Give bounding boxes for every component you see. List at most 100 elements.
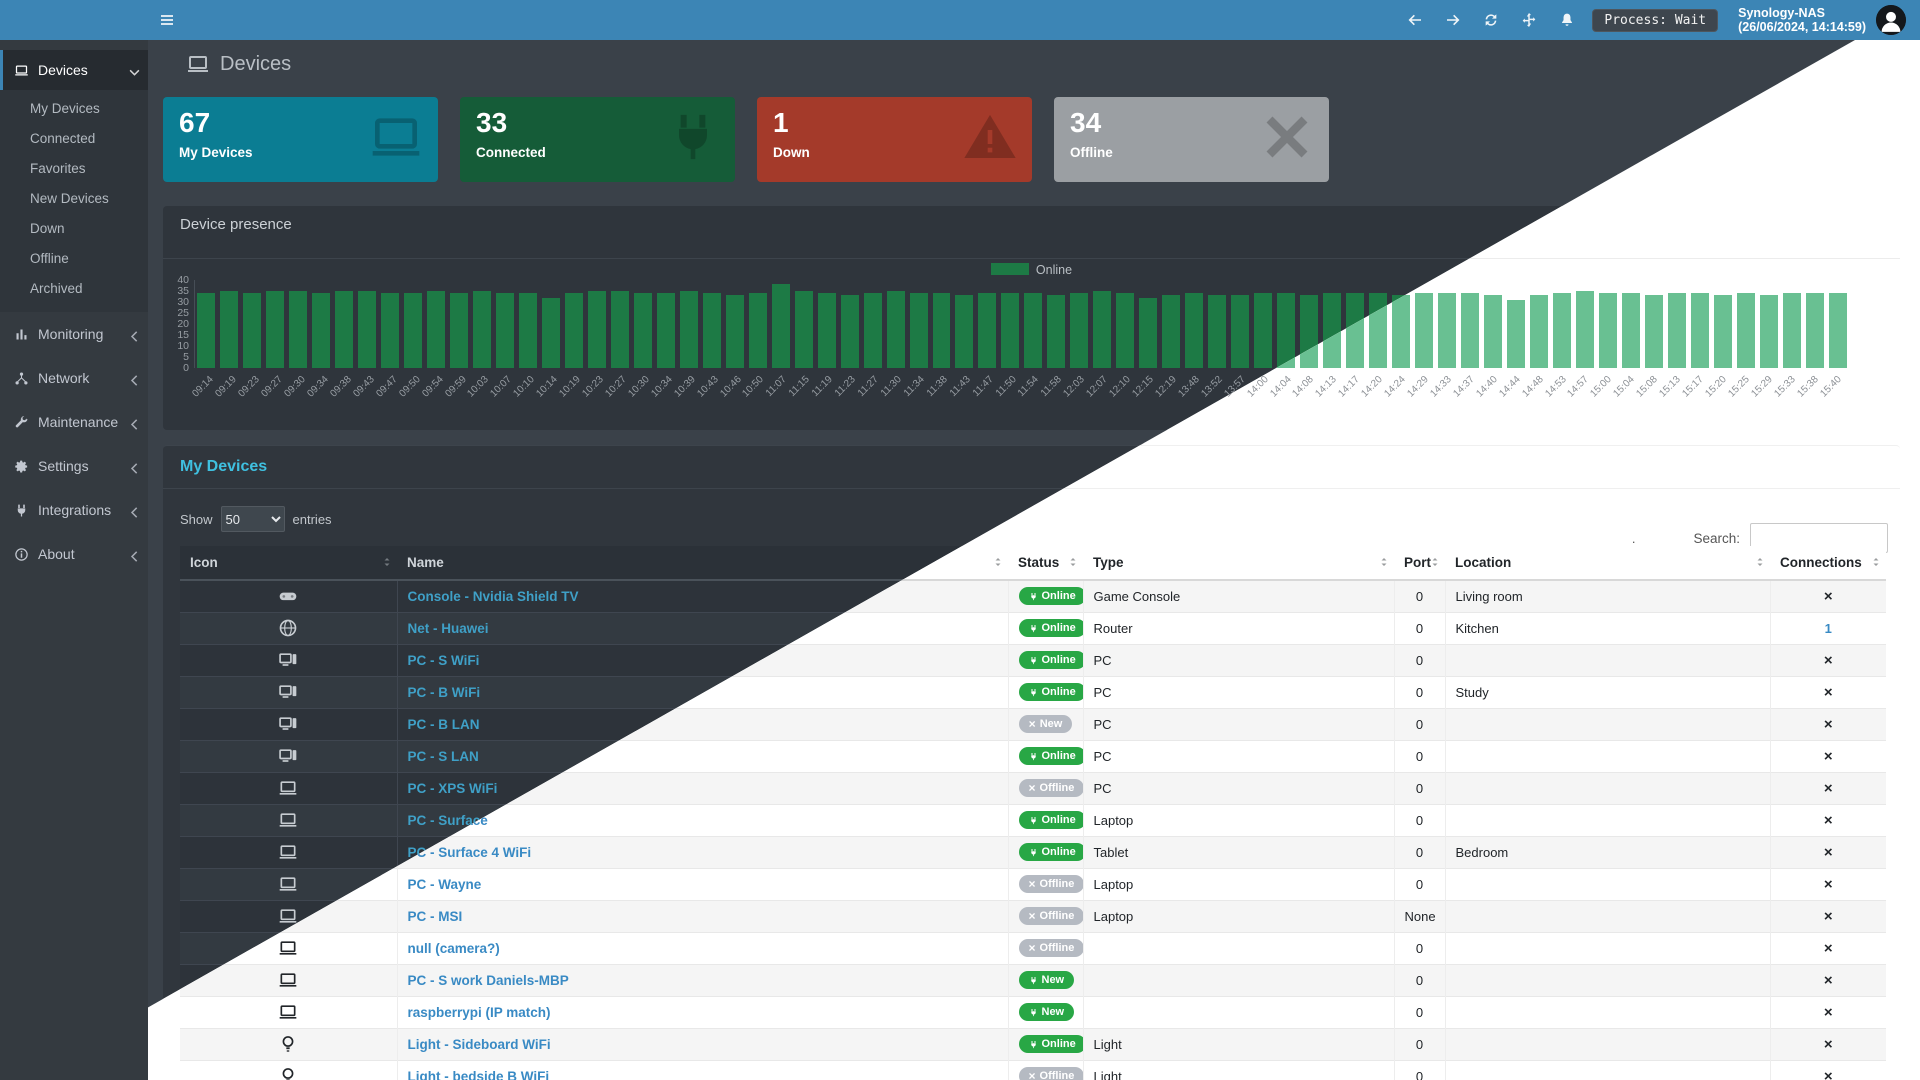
x-icon: × [1028,1068,1036,1080]
sidebar-item-offline[interactable]: Offline [30,251,69,266]
device-name-link[interactable]: PC - XPS WiFi [407,780,498,796]
plug-icon [1029,752,1038,761]
stat-card-down[interactable]: 1 Down [757,97,1032,182]
column-header-icon[interactable]: Icon [180,546,397,581]
chart-bar [265,291,284,368]
status-badge: ×Offline [1018,779,1083,797]
chart-bar [403,293,422,368]
notifications-button[interactable] [1548,0,1586,40]
sidebar-item-network[interactable]: Network [0,356,148,400]
connections-cell: 1 [1769,611,1886,644]
device-name-link[interactable]: PC - S LAN [407,748,479,764]
chart-bar [1185,293,1204,368]
stat-card-my-devices[interactable]: 67 My Devices [163,97,438,182]
plug-icon [1029,592,1038,601]
sidebar-item-my-devices[interactable]: My Devices [30,101,100,116]
sidebar-item-new-devices[interactable]: New Devices [30,191,109,206]
page-size-select[interactable]: 50 [220,506,285,532]
device-name-link[interactable]: PC - S work Daniels-MBP [407,972,569,988]
sidebar-submenu: My Devices Connected Favorites New Devices D… [0,90,148,312]
sidebar-item-settings[interactable]: Settings [0,444,148,488]
column-header-type[interactable]: Type [1083,546,1394,581]
device-name-link[interactable]: Light - bedside B WiFi [407,1068,550,1080]
avatar[interactable] [1876,5,1906,35]
chart-bar [1254,293,1273,368]
location-cell [1444,931,1770,964]
y-tick: 0 [183,362,189,374]
stat-value: 33 [476,107,508,138]
status-cell: Online [1007,611,1083,644]
sidebar-item-monitoring[interactable]: Monitoring [0,312,148,356]
desktop-icon [190,746,387,766]
table-row: PC - S work Daniels-MBP New 0 × [180,963,1886,996]
warning-icon [962,109,1018,165]
laptop-icon [190,810,387,830]
sidebar-item-down[interactable]: Down [30,221,65,236]
stat-card-offline[interactable]: 34 Offline [1054,97,1329,182]
sort-icon [1754,556,1766,568]
host-name: Synology-NAS [1738,6,1825,20]
nav-back-button[interactable] [1396,0,1434,40]
no-connection-x-icon: × [1823,1003,1833,1021]
y-tick: 20 [177,318,189,330]
sort-icon [1067,556,1079,568]
column-header-status[interactable]: Status [1008,546,1083,581]
arrow-left-icon [1407,12,1423,28]
device-name-link[interactable]: Light - Sideboard WiFi [407,1036,551,1052]
chart-bar [1576,291,1595,368]
device-name-link[interactable]: raspberrypi (IP match) [407,1004,551,1020]
chart-bar [679,291,698,368]
stat-card-connected[interactable]: 33 Connected [460,97,735,182]
connections-link[interactable]: 1 [1824,620,1832,636]
type-cell: Laptop [1082,899,1394,932]
table-row: null (camera?) ×Offline 0 × [180,931,1886,964]
status-cell: Online [1007,675,1083,708]
move-button[interactable] [1510,0,1548,40]
refresh-button[interactable] [1472,0,1510,40]
device-name-link[interactable]: PC - Wayne [407,876,482,892]
stat-cards-row: 67 My Devices 33 Connected 1 Down 34 Offline [163,97,1329,182]
device-name-link[interactable]: Net - Huawei [407,620,489,636]
device-name-link[interactable]: PC - MSI [407,908,463,924]
plug-icon [1029,848,1038,857]
type-cell: Tablet [1082,835,1394,868]
device-name-link[interactable]: PC - S WiFi [407,652,480,668]
laptop-icon [190,1002,387,1022]
sidebar-item-devices[interactable]: Devices [0,50,148,90]
nav-forward-button[interactable] [1434,0,1472,40]
device-name-link[interactable]: PC - Surface [407,812,488,828]
chart-bar [1690,293,1709,368]
plug-icon [1029,1008,1038,1017]
chart-legend[interactable]: Online [163,263,1900,277]
sidebar-item-integrations[interactable]: Integrations [0,488,148,532]
device-name-link[interactable]: PC - B LAN [407,716,480,732]
chart-bar [1070,293,1089,368]
device-name-link[interactable]: PC - Surface 4 WiFi [407,844,532,860]
chart-bar [610,291,629,368]
chart-bar [242,293,261,368]
column-header-name[interactable]: Name [397,546,1008,581]
x-icon: × [1028,908,1036,923]
chart-bar [794,291,813,368]
sidebar-item-maintenance[interactable]: Maintenance [0,400,148,444]
location-cell [1444,867,1770,900]
port-cell: 0 [1393,771,1445,804]
chart-bar [564,293,583,368]
column-header-location[interactable]: Location [1445,546,1770,581]
sidebar-item-favorites[interactable]: Favorites [30,161,86,176]
chart-bar [1001,293,1020,368]
no-connection-x-icon: × [1823,1035,1833,1053]
column-header-port[interactable]: Port [1394,546,1445,581]
arrow-right-icon [1445,12,1461,28]
device-name-link[interactable]: PC - B WiFi [407,684,481,700]
device-name-link[interactable]: Console - Nvidia Shield TV [407,588,579,604]
legend-swatch-online [990,263,1029,275]
status-cell: New [1007,995,1083,1028]
sidebar-item-connected[interactable]: Connected [30,131,96,146]
sidebar-item-archived[interactable]: Archived [30,281,83,296]
column-header-connections[interactable]: Connections [1770,546,1886,581]
laptop-icon [190,970,387,990]
sidebar-item-about[interactable]: About [0,532,148,576]
sidebar-toggle-button[interactable] [148,0,186,40]
device-name-link[interactable]: null (camera?) [407,940,500,956]
